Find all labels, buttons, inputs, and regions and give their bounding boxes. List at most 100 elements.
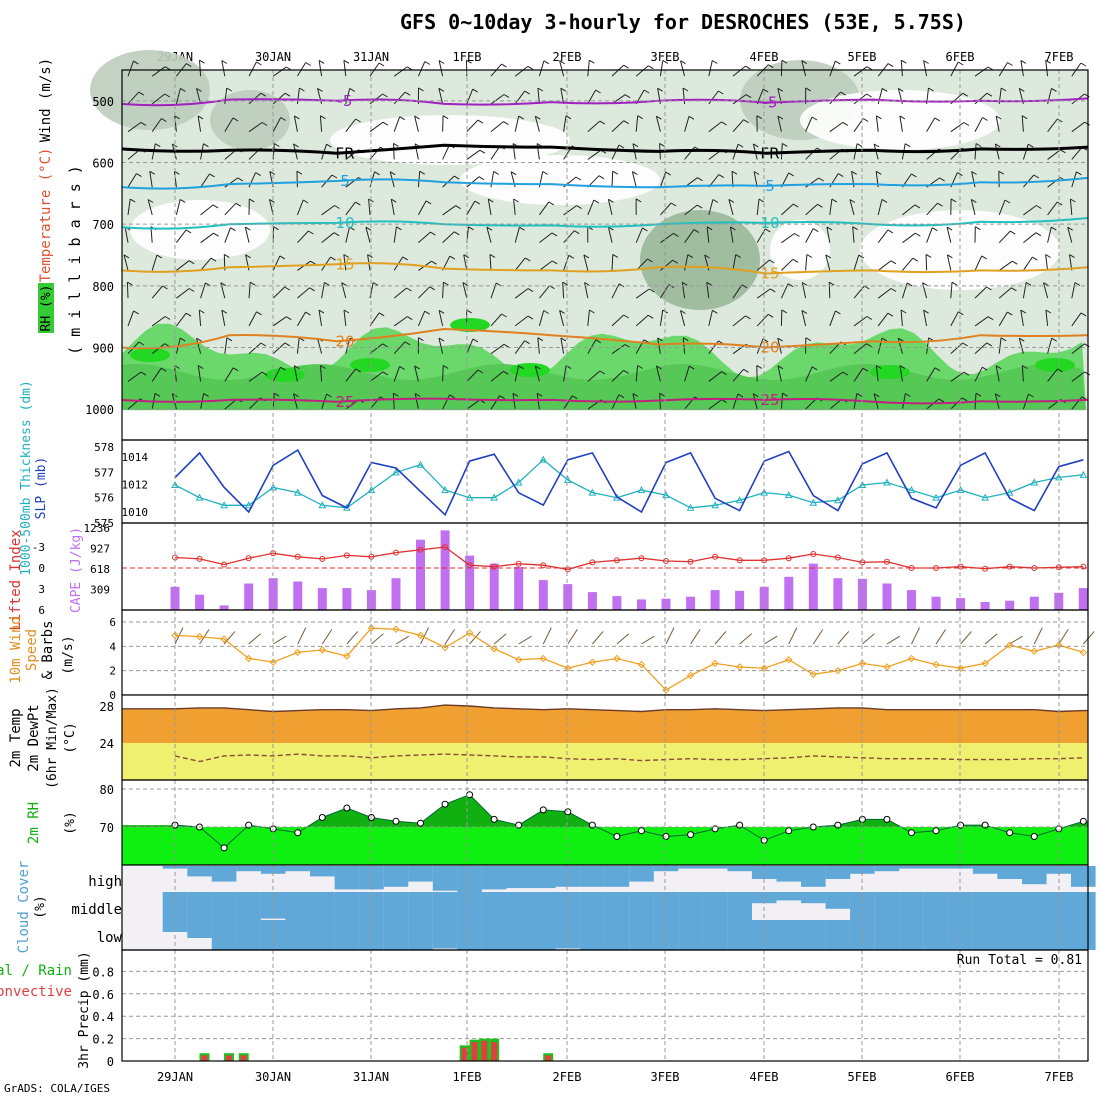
surface-wind-barb xyxy=(616,633,630,645)
wind-barb-flag xyxy=(802,282,808,286)
wind-barb-flag xyxy=(294,115,300,120)
thickness-point xyxy=(858,480,867,488)
surface-wind-barb xyxy=(420,627,429,645)
wind-barb xyxy=(974,66,989,77)
isotherm-line xyxy=(121,176,1089,190)
wind-barb xyxy=(393,116,401,132)
wind-barb xyxy=(611,314,625,327)
wind-barb xyxy=(708,310,713,327)
wind-barb xyxy=(490,370,504,382)
wind-barb-flag xyxy=(866,316,873,320)
wind-barb-flag xyxy=(782,392,788,397)
wind-barb-flag xyxy=(923,309,929,314)
slp-tick: 1010 xyxy=(122,506,149,519)
wind-barb-flag xyxy=(424,61,431,65)
wind-barb-flag xyxy=(624,94,631,99)
wind-barb xyxy=(756,288,771,299)
wind-barb xyxy=(513,198,516,215)
cloud-low-bar xyxy=(948,920,973,950)
cloud-low-bar xyxy=(506,920,531,950)
wind-barb xyxy=(123,254,129,271)
wind-barb-flag xyxy=(876,115,882,120)
wind-speed-point xyxy=(1030,647,1038,655)
wind-barb-flag xyxy=(665,171,671,176)
wind-barb xyxy=(538,60,545,77)
wind-barb xyxy=(659,284,670,299)
wind-barb-flag xyxy=(230,227,236,232)
wind-barb xyxy=(732,368,744,382)
wind-barb-flag xyxy=(890,288,897,292)
wind-barb-flag xyxy=(1067,226,1073,231)
wind-barb-flag xyxy=(1084,371,1090,376)
wind-barb-flag xyxy=(1035,232,1042,237)
wind-barb-flag xyxy=(1011,287,1017,292)
wind-barb-flag xyxy=(623,120,629,125)
wind-barb-flag xyxy=(881,87,888,92)
cape-bar xyxy=(293,581,303,610)
rh2m-point xyxy=(490,815,498,823)
wind-barb xyxy=(442,205,456,216)
wind-barb-flag xyxy=(649,288,655,293)
wind-barb xyxy=(1047,177,1061,188)
wind-barb xyxy=(151,316,166,327)
thickness-point xyxy=(1054,473,1063,481)
wind-barb-flag xyxy=(1045,254,1051,258)
wind-barb-flag xyxy=(887,63,894,68)
wind-barb xyxy=(781,258,794,271)
wind-barb xyxy=(196,338,202,354)
wind-barb-flag xyxy=(864,285,870,290)
wind-barb xyxy=(780,393,783,410)
wind-barb-flag xyxy=(957,172,963,177)
wind-barb-flag xyxy=(399,365,405,370)
wind-barb-flag xyxy=(608,198,614,203)
wind-barb xyxy=(466,176,480,188)
wind-speed-point xyxy=(392,625,400,634)
wind-barb-flag xyxy=(479,149,486,154)
wind-barb xyxy=(611,64,624,77)
wind-barb xyxy=(200,257,212,271)
wind-barb xyxy=(272,255,281,271)
wind-barb xyxy=(442,115,444,132)
wind-barb xyxy=(902,232,916,244)
wind-barb-flag xyxy=(1051,337,1057,342)
cloud-high-bar xyxy=(310,866,335,877)
wind-barb xyxy=(970,199,976,216)
wind-barb-flag xyxy=(682,87,689,92)
cloud-low-bar xyxy=(383,920,409,950)
rh2m-point xyxy=(637,827,645,835)
wind-barb xyxy=(829,91,841,105)
wind-barb-flag xyxy=(320,365,326,369)
wind-barb xyxy=(200,204,214,216)
thickness-point xyxy=(539,455,548,463)
date-label-top: 5FEB xyxy=(848,50,877,64)
wind-barb-flag xyxy=(856,143,863,148)
wind-barb-flag xyxy=(155,143,161,148)
wind-barb-flag xyxy=(643,339,650,344)
cape-bar xyxy=(661,598,671,610)
wind-barb xyxy=(393,316,408,327)
wind-barb-flag xyxy=(343,254,350,258)
wind-barb-flag xyxy=(981,255,987,260)
wind-barb xyxy=(345,118,356,132)
wind-barb-flag xyxy=(382,371,389,376)
wind-barb xyxy=(442,282,444,299)
wind-barb-flag xyxy=(721,371,727,376)
cloud-low-bar xyxy=(457,920,482,950)
cape-bar xyxy=(612,596,622,610)
wind-barb xyxy=(248,342,262,355)
wind-barb xyxy=(147,199,153,216)
wind-barb xyxy=(732,254,737,271)
wind-barb xyxy=(462,282,468,299)
cloud-middle-bar xyxy=(555,892,581,920)
wind-barb-flag xyxy=(762,88,769,93)
wind-barb xyxy=(923,60,928,77)
wind-barb-flag xyxy=(647,258,653,263)
wind-barb xyxy=(950,122,965,133)
wind-barb xyxy=(611,171,614,188)
wind-barb-flag xyxy=(430,231,436,236)
cloud-low-bar xyxy=(604,920,630,950)
wind-barb xyxy=(801,282,807,299)
wind-barb xyxy=(321,205,335,216)
isotherm-label: 25 xyxy=(335,393,354,411)
isotherm-line xyxy=(121,327,1089,350)
